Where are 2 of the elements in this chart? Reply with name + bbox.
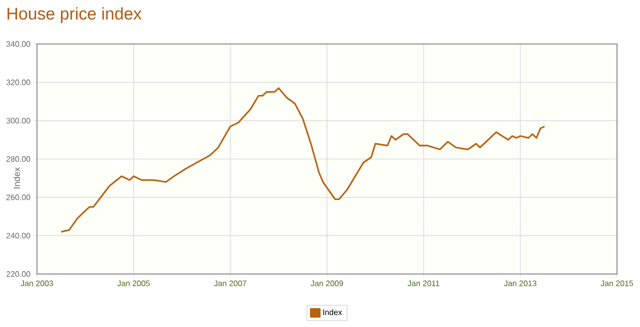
y-axis-title: Index bbox=[13, 167, 20, 188]
chart-title: House price index bbox=[8, 7, 142, 23]
